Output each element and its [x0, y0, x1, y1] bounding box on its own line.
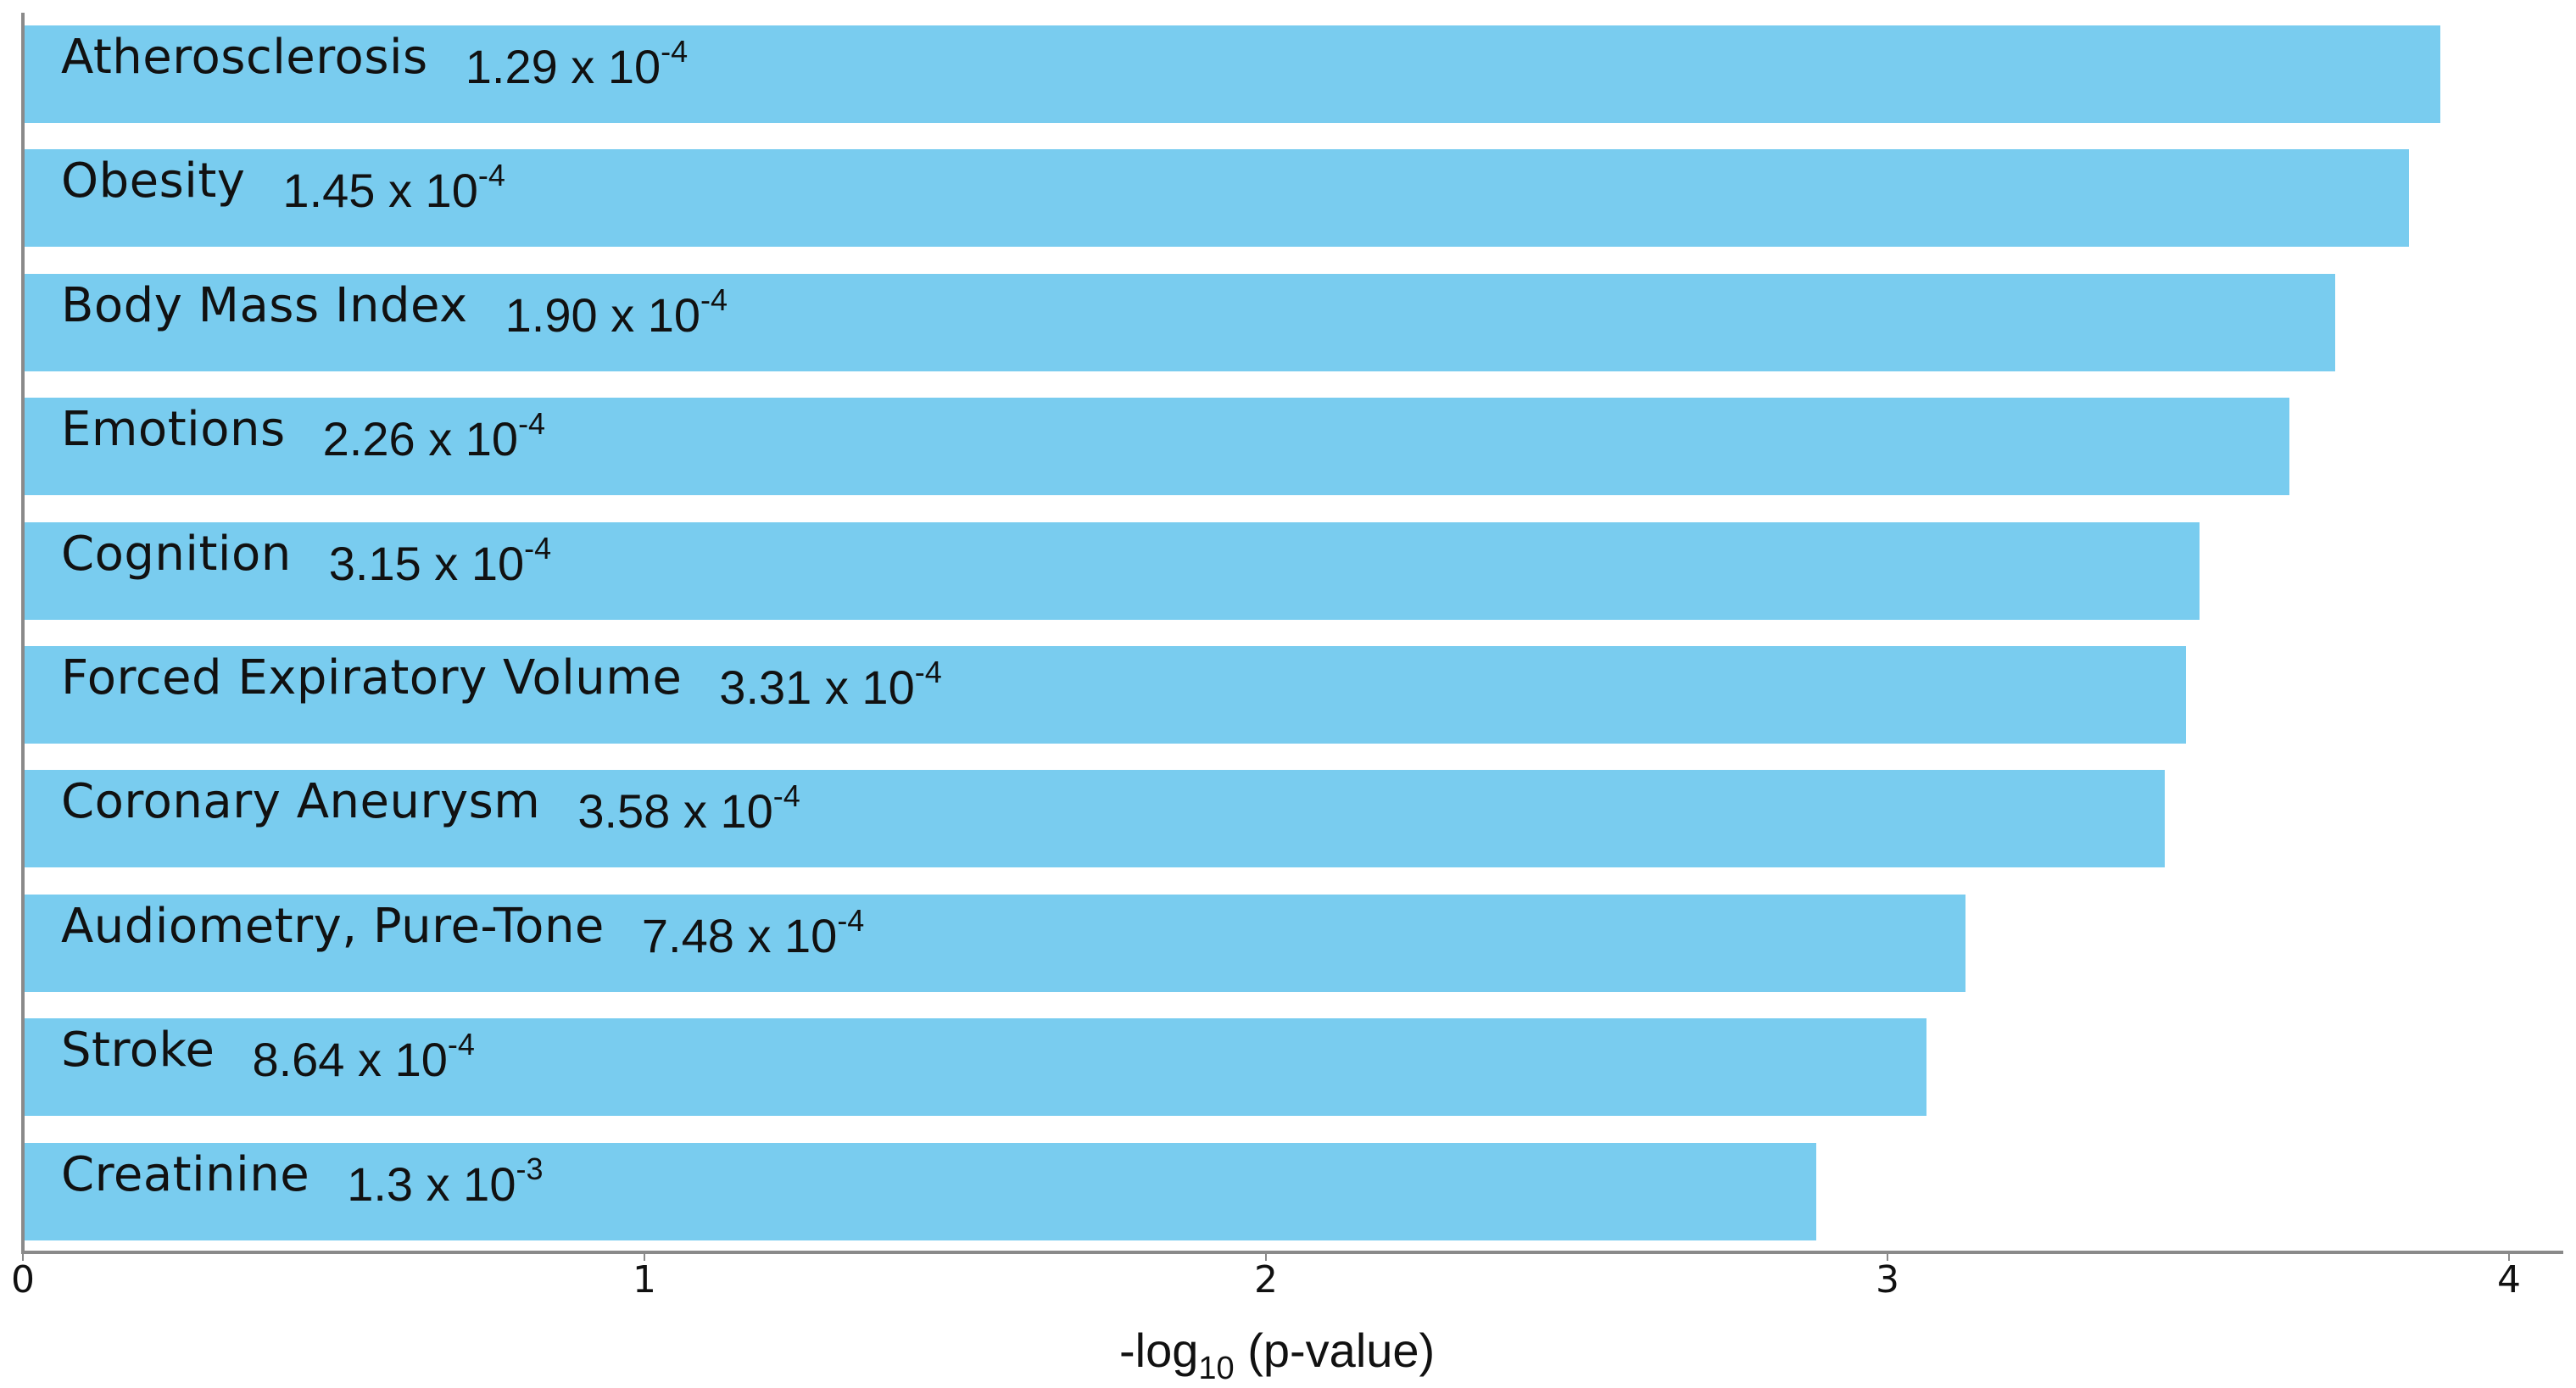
bar: Stroke 8.64 x 10-4 — [25, 1018, 1927, 1117]
bar: Forced Expiratory Volume 3.31 x 10-4 — [25, 646, 2186, 744]
bar-p-value: 3.15 x 10-4 — [328, 531, 551, 591]
p-value-mantissa: 1.45 — [282, 164, 376, 218]
bar-category-label: Body Mass Index — [61, 277, 468, 333]
bar-p-value: 2.26 x 10-4 — [322, 406, 545, 466]
p-value-mantissa: 8.64 — [252, 1033, 345, 1087]
p-value-exponent: -4 — [447, 1027, 475, 1062]
bar-p-value: 1.90 x 10-4 — [505, 282, 728, 343]
bar-label: Creatinine 1.3 x 10-3 — [61, 1146, 543, 1211]
x-tick-mark — [22, 1254, 24, 1261]
p-value-exponent: -4 — [914, 655, 942, 689]
bar-label: Body Mass Index 1.90 x 10-4 — [61, 277, 728, 342]
p-value-base: 10 — [425, 164, 478, 218]
bar-category-label: Coronary Aneurysm — [61, 774, 541, 830]
p-value-base: 10 — [607, 40, 661, 93]
bar-label: Coronary Aneurysm 3.58 x 10-4 — [61, 773, 800, 838]
p-value-mantissa: 7.48 — [641, 908, 734, 962]
bar-category-label: Cognition — [61, 526, 292, 582]
bar-label: Emotions 2.26 x 10-4 — [61, 401, 545, 465]
x-axis-title-subscript: 10 — [1198, 1351, 1235, 1386]
bar-category-label: Emotions — [61, 402, 286, 458]
bar: Emotions 2.26 x 10-4 — [25, 398, 2289, 496]
bar-category-label: Creatinine — [61, 1146, 310, 1202]
p-value-base: 10 — [465, 412, 519, 466]
bar-category-label: Forced Expiratory Volume — [61, 650, 683, 705]
bar-p-value: 1.29 x 10-4 — [465, 34, 688, 94]
p-value-times: x — [611, 287, 635, 342]
p-value-times: x — [358, 1033, 382, 1087]
p-value-exponent: -4 — [661, 34, 689, 69]
x-tick-label: 0 — [11, 1258, 35, 1302]
bar: Atherosclerosis 1.29 x 10-4 — [25, 25, 2440, 123]
bar-p-value: 8.64 x 10-4 — [252, 1027, 474, 1087]
p-value-exponent: -4 — [477, 158, 505, 193]
x-axis-line — [21, 1251, 2563, 1254]
bar: Audiometry, Pure-Tone 7.48 x 10-4 — [25, 894, 1966, 992]
x-tick-label: 2 — [1254, 1258, 1278, 1302]
x-tick-mark — [2508, 1254, 2510, 1261]
p-value-times: x — [388, 164, 412, 218]
p-value-base: 10 — [394, 1033, 448, 1087]
bar-category-label: Audiometry, Pure-Tone — [61, 898, 605, 954]
bar-label: Audiometry, Pure-Tone 7.48 x 10-4 — [61, 898, 864, 962]
x-tick-label: 4 — [2497, 1258, 2521, 1302]
p-value-exponent: -4 — [837, 902, 865, 938]
bar: Creatinine 1.3 x 10-3 — [25, 1142, 1817, 1240]
p-value-exponent: -4 — [700, 282, 728, 317]
p-value-mantissa: 1.29 — [465, 40, 558, 93]
p-value-base: 10 — [720, 784, 773, 839]
x-tick-mark — [644, 1254, 645, 1261]
bar-p-value: 7.48 x 10-4 — [641, 903, 864, 963]
bar-label: Cognition 3.15 x 10-4 — [61, 526, 551, 590]
p-value-times: x — [747, 908, 772, 962]
p-value-times: x — [824, 661, 849, 714]
x-axis-title-rest: (p-value) — [1234, 1324, 1436, 1377]
bar-p-value: 1.3 x 10-3 — [347, 1151, 543, 1212]
p-value-exponent: -4 — [518, 406, 546, 442]
p-value-times: x — [571, 40, 595, 93]
bar: Cognition 3.15 x 10-4 — [25, 521, 2200, 620]
x-tick-mark — [1265, 1254, 1267, 1261]
p-value-times: x — [426, 1157, 450, 1211]
p-value-times: x — [428, 412, 453, 466]
bar-label: Atherosclerosis 1.29 x 10-4 — [61, 29, 688, 93]
p-value-base: 10 — [861, 661, 915, 714]
p-value-base: 10 — [647, 287, 701, 342]
bar-label: Obesity 1.45 x 10-4 — [61, 153, 505, 217]
p-value-mantissa: 3.58 — [577, 784, 671, 839]
bar-label: Stroke 8.64 x 10-4 — [61, 1022, 475, 1086]
p-value-mantissa: 3.31 — [719, 661, 812, 714]
p-value-mantissa: 3.15 — [328, 536, 421, 590]
bar-category-label: Stroke — [61, 1023, 215, 1079]
bar-p-value: 3.31 x 10-4 — [719, 655, 941, 715]
bar-p-value: 1.45 x 10-4 — [282, 158, 505, 218]
bar-label: Forced Expiratory Volume 3.31 x 10-4 — [61, 649, 942, 714]
p-value-mantissa: 1.3 — [347, 1157, 414, 1211]
p-value-exponent: -4 — [772, 778, 800, 814]
bar: Coronary Aneurysm 3.58 x 10-4 — [25, 770, 2165, 868]
x-tick-mark — [1887, 1254, 1888, 1261]
p-value-times: x — [683, 784, 707, 839]
bar-category-label: Atherosclerosis — [61, 30, 428, 85]
bar-category-label: Obesity — [61, 153, 246, 209]
bar: Body Mass Index 1.90 x 10-4 — [25, 273, 2336, 371]
bar: Obesity 1.45 x 10-4 — [25, 149, 2409, 248]
bar-p-value: 3.58 x 10-4 — [577, 778, 800, 839]
p-value-base: 10 — [463, 1157, 516, 1211]
p-value-base: 10 — [471, 536, 525, 590]
p-value-times: x — [434, 536, 459, 590]
p-value-exponent: -4 — [524, 530, 552, 566]
p-value-mantissa: 1.90 — [505, 287, 598, 342]
x-axis-title: -log10 (p-value) — [1119, 1323, 1436, 1386]
x-axis-title-main: -log — [1119, 1324, 1199, 1377]
p-value-exponent: -3 — [516, 1151, 544, 1186]
y-axis-line — [21, 13, 25, 1254]
x-tick-label: 1 — [633, 1258, 656, 1302]
p-value-mantissa: 2.26 — [322, 412, 415, 466]
p-value-base: 10 — [784, 908, 838, 962]
x-tick-label: 3 — [1876, 1258, 1899, 1302]
